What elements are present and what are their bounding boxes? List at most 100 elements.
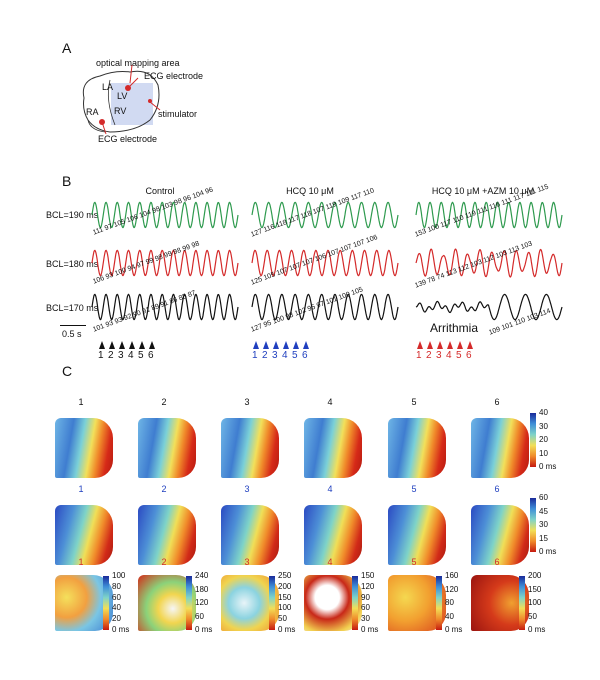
colorbar-tick-label: 150: [528, 584, 542, 594]
arrow-up-icon: [427, 341, 433, 349]
arrow-number: 3: [272, 350, 278, 361]
arrow-number: 5: [456, 350, 462, 361]
activation-map: [304, 505, 362, 565]
colorbar-tick-label: 100: [278, 603, 292, 613]
arrow-up-icon: [263, 341, 269, 349]
arrow-up-icon: [283, 341, 289, 349]
ecg-electrode-top: [125, 85, 131, 91]
activation-map: [55, 505, 113, 565]
colorbar-row3: [103, 576, 109, 630]
colorbar-row3: [436, 576, 442, 630]
map-number-label: 2: [161, 484, 167, 494]
ecg-trace-r1-c1: [251, 249, 399, 277]
colorbar-tick-label: 40: [445, 611, 454, 621]
heart-outline: [82, 70, 160, 133]
arrow-number: 2: [108, 350, 114, 361]
map-number-label: 1: [78, 484, 84, 494]
colorbar-tick-label: 60: [539, 493, 548, 502]
arrow-number: 1: [416, 350, 422, 361]
colorbar-tick-label: 45: [539, 506, 548, 516]
ecg-trace-r1-c0: [91, 249, 239, 277]
arrow-number: 2: [262, 350, 268, 361]
scale-bar-label: 0.5 s: [62, 329, 82, 339]
ecg-trace-r0-c0: [91, 201, 239, 229]
arrow-up-icon: [109, 341, 115, 349]
colorbar-tick-label: 40: [539, 408, 548, 417]
ecg-trace-r2-c2: [415, 293, 563, 321]
colorbar-tick-label: 120: [361, 581, 375, 591]
colorbar-tick-label: 0 ms: [539, 547, 557, 556]
row-label-190: BCL=190 ms: [46, 210, 99, 220]
label-lv: LV: [117, 91, 128, 101]
colorbar-tick-label: 250: [278, 571, 292, 580]
colorbar-tick-label: 0 ms: [528, 625, 546, 634]
ecg-trace-r2-c0: [91, 293, 239, 321]
arrow-number: 1: [252, 350, 258, 361]
label-ecg-top: ECG electrode: [144, 71, 204, 81]
ecg-trace-r1-c2: [415, 248, 563, 278]
colorbar-tick-label: 200: [528, 571, 542, 580]
label-ra: RA: [86, 107, 99, 117]
arrow-number: 3: [118, 350, 124, 361]
activation-map: [471, 505, 529, 565]
label-ecg-bottom: ECG electrode: [98, 134, 158, 144]
map-number-label: 2: [161, 397, 167, 407]
label-optical: optical mapping area: [96, 58, 180, 68]
ecg-trace-r0-c2: [415, 201, 563, 229]
map-number-label: 6: [494, 557, 500, 567]
map-number-label: 4: [327, 484, 333, 494]
colorbar-tick-label: 60: [112, 592, 121, 602]
panel-c-letter: C: [62, 363, 73, 379]
arrow-number: 4: [128, 350, 134, 361]
map-number-label: 3: [244, 557, 250, 567]
colorbar-tick-label: 100: [112, 571, 126, 580]
colorbar-tick-label: 0 ms: [112, 625, 130, 634]
colorbar-row3: [352, 576, 358, 630]
arrow-up-icon: [303, 341, 309, 349]
map-number-label: 5: [411, 484, 417, 494]
activation-map: [388, 505, 446, 565]
pointer-ecg-bottom: [101, 121, 107, 135]
arrow-up-icon: [417, 341, 423, 349]
arrow-up-icon: [273, 341, 279, 349]
colorbar-tick-label: 100: [528, 598, 542, 607]
colorbar-tick-label: 120: [445, 584, 459, 594]
map-number-label: 5: [411, 397, 417, 407]
heart-septum: [107, 79, 116, 126]
arrhythmia-label: Arrithmia: [430, 321, 479, 335]
row-label-180: BCL=180 ms: [46, 259, 99, 269]
colorbar-tick-label: 30: [539, 520, 548, 529]
colorbar-tick-label: 0 ms: [361, 625, 379, 634]
ecg-trace-r0-c1: [251, 201, 399, 229]
arrow-up-icon: [139, 341, 145, 349]
arrow-number: 1: [98, 350, 104, 361]
colorbar-tick-label: 200: [278, 581, 292, 591]
arrow-up-icon: [457, 341, 463, 349]
label-stimulator: stimulator: [158, 109, 198, 119]
arrow-number: 3: [436, 350, 442, 361]
colorbar-tick-label: 15: [539, 533, 548, 543]
panel-b-letter: B: [62, 173, 72, 189]
colorbar-row2: [530, 498, 536, 552]
pointer-optical: [129, 64, 133, 84]
map-number-label: 3: [244, 484, 250, 494]
activation-map: [221, 505, 279, 565]
map-number-label: 2: [161, 557, 167, 567]
map-number-label: 4: [327, 557, 333, 567]
arrow-up-icon: [467, 341, 473, 349]
colorbar-tick-label: 240: [195, 571, 209, 580]
col-title-control: Control: [145, 186, 175, 196]
arrow-up-icon: [437, 341, 443, 349]
map-number-label: 4: [327, 397, 333, 407]
arrow-up-icon: [253, 341, 259, 349]
colorbar-tick-label: 0 ms: [195, 625, 213, 634]
colorbar-row3: [269, 576, 275, 630]
activation-map: [138, 418, 196, 478]
arrow-number: 6: [466, 350, 472, 361]
colorbar-row3: [519, 576, 525, 630]
activation-map: [221, 418, 279, 478]
colorbar-tick-label: 50: [528, 611, 537, 621]
map-number-label: 6: [494, 397, 500, 407]
activation-map: [304, 418, 362, 478]
heart-schematic: [82, 64, 161, 135]
